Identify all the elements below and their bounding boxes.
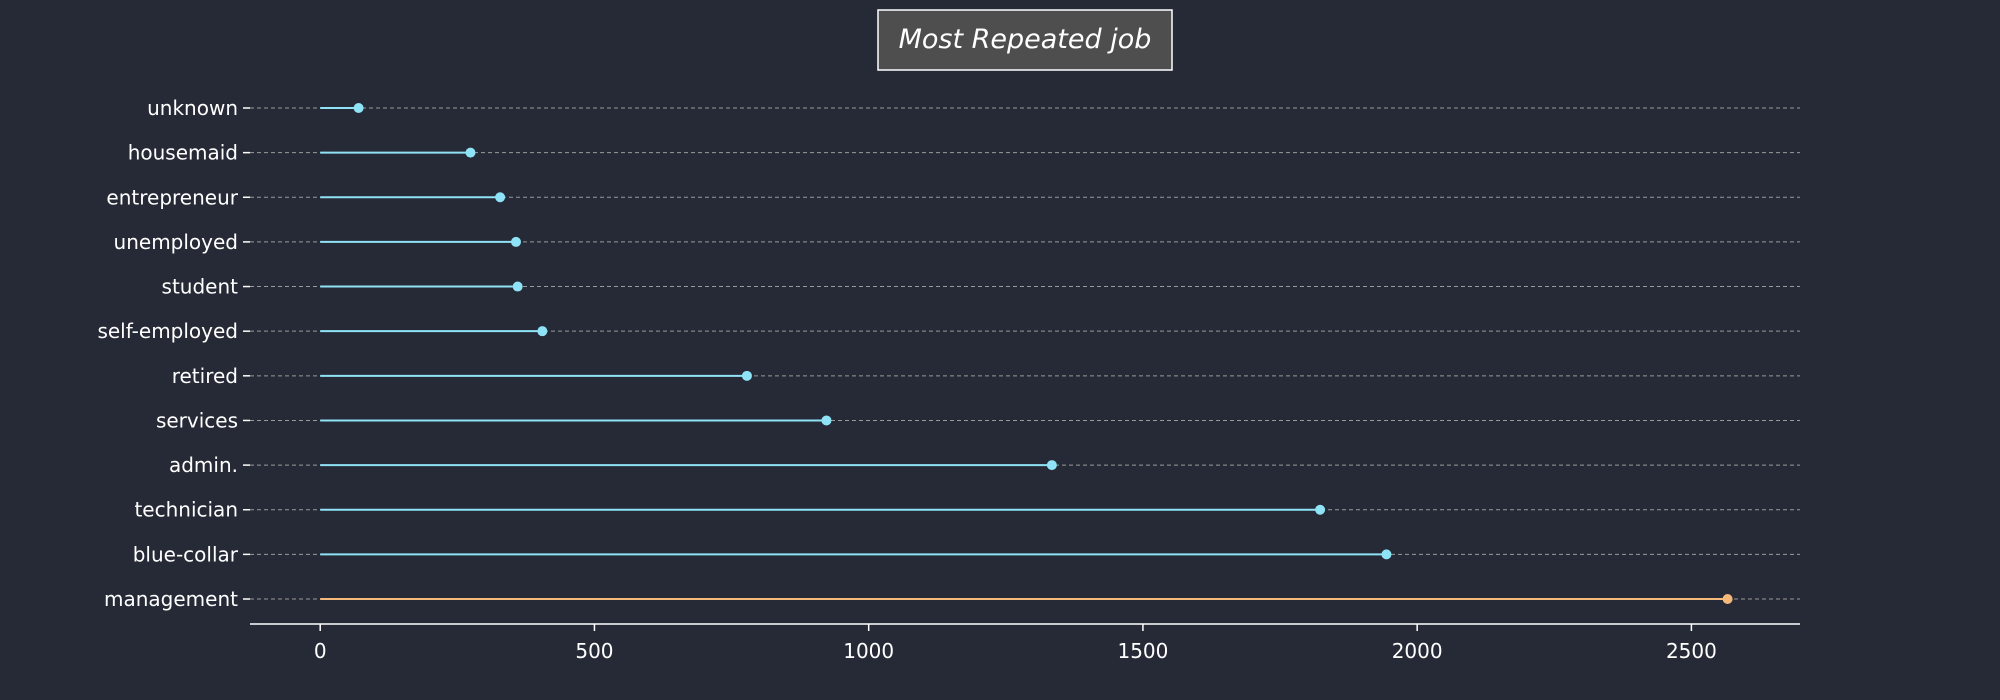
y-tick-label: technician	[134, 498, 238, 522]
markers	[353, 103, 1733, 604]
data-point	[495, 192, 506, 203]
x-tick-label: 1500	[1117, 639, 1168, 663]
y-tick-label: services	[156, 408, 238, 432]
y-tick-label: management	[104, 587, 238, 611]
y-tick-label: self-employed	[97, 319, 238, 343]
x-axis: 0 500 1000 1500 2000 2500	[250, 623, 1800, 663]
y-tick-label: blue-collar	[133, 542, 239, 566]
y-tick-labels: unknown housemaid entrepreneur unemployed st…	[97, 96, 250, 611]
y-tick-label: retired	[172, 364, 238, 388]
gridlines	[250, 107, 1800, 600]
x-tick-label: 2000	[1392, 639, 1443, 663]
x-tick-label: 0	[314, 639, 327, 663]
data-point	[353, 103, 364, 113]
stems	[320, 107, 1728, 600]
data-point	[465, 147, 476, 158]
title-box: Most Repeated job	[877, 9, 1173, 71]
chart-title: Most Repeated job	[899, 24, 1152, 55]
x-tick-label: 500	[575, 639, 613, 663]
data-point	[512, 281, 523, 292]
data-point	[741, 370, 752, 381]
data-point	[821, 415, 832, 426]
data-point	[1315, 504, 1326, 515]
title-box-background	[877, 9, 1173, 71]
y-tick-label: student	[162, 275, 239, 299]
y-tick-label: entrepreneur	[106, 185, 238, 209]
x-tick-label: 1000	[843, 639, 894, 663]
y-tick-label: unknown	[147, 96, 238, 120]
data-point	[1381, 549, 1392, 560]
x-tick-label: 2500	[1666, 639, 1717, 663]
data-point	[1722, 594, 1733, 604]
data-point	[511, 236, 522, 247]
y-tick-label: housemaid	[128, 141, 238, 165]
y-tick-label: unemployed	[114, 230, 238, 254]
data-point	[537, 326, 548, 337]
data-point	[1046, 460, 1057, 471]
y-tick-label: admin.	[169, 453, 238, 477]
